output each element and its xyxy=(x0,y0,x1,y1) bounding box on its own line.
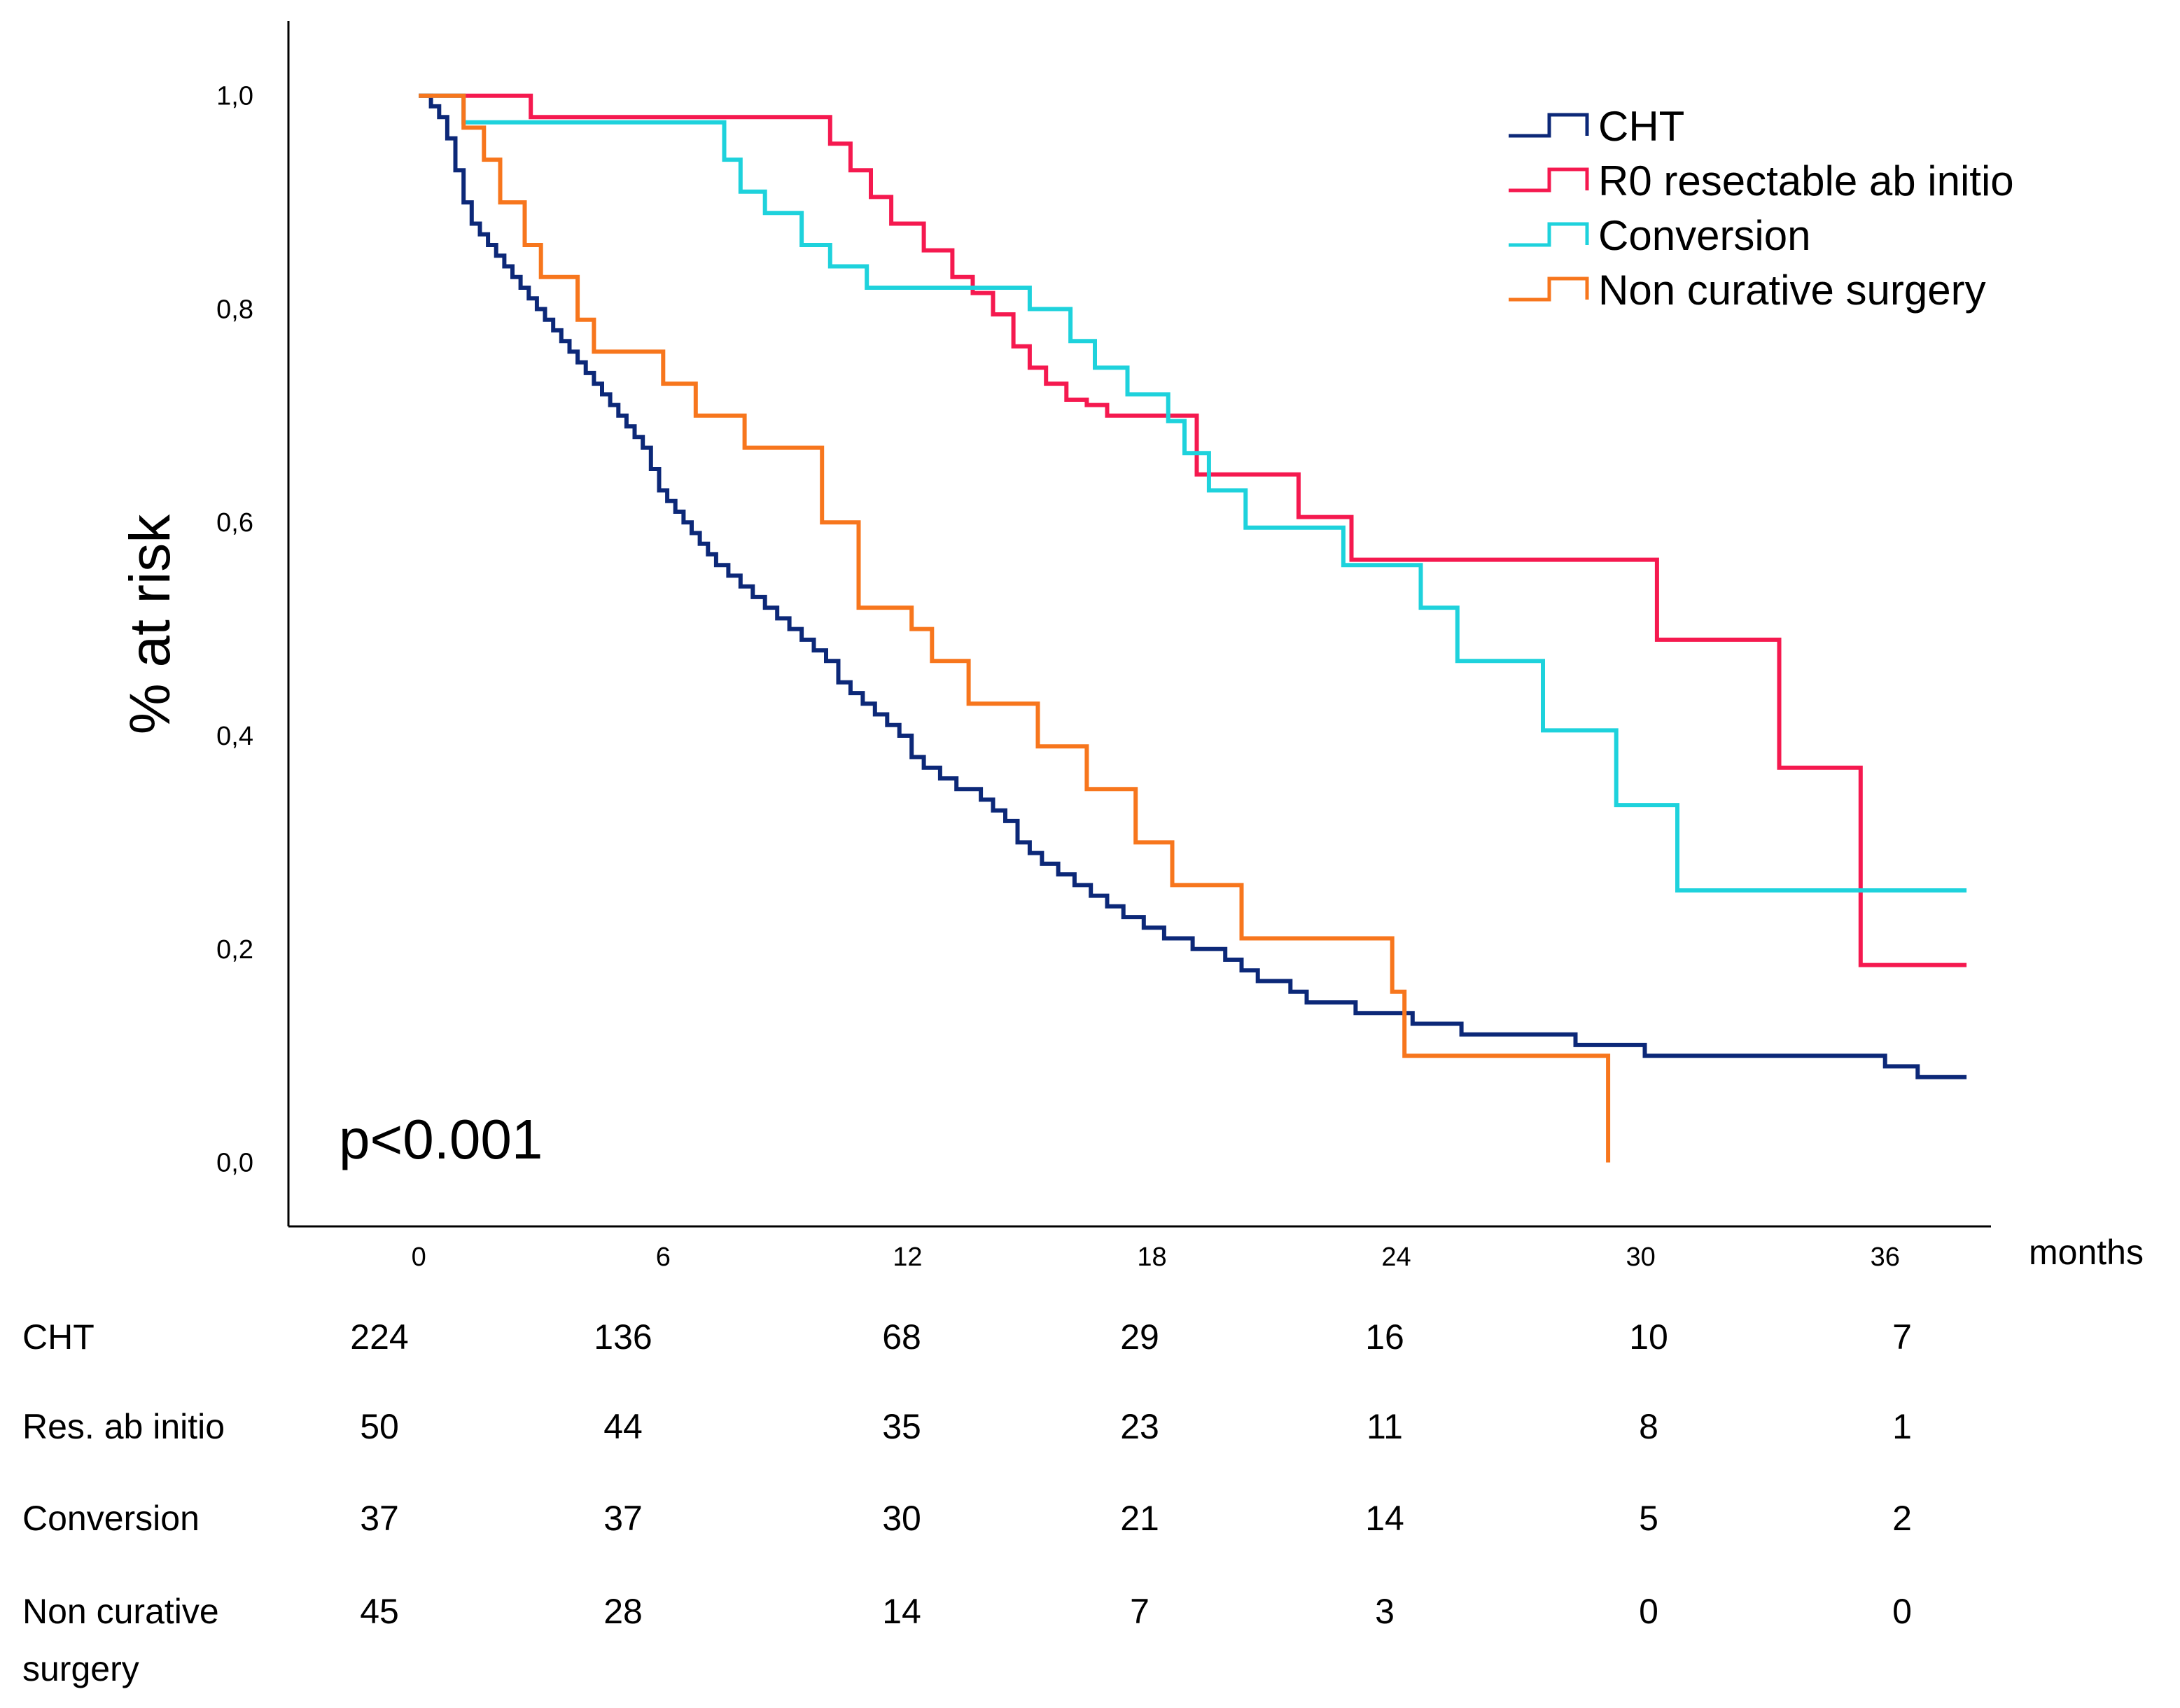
risk-value: 8 xyxy=(1639,1407,1658,1446)
legend-swatch xyxy=(1509,167,1589,192)
risk-value: 5 xyxy=(1639,1499,1658,1538)
risk-value: 2 xyxy=(1892,1499,1912,1538)
x-tick-label: 24 xyxy=(1381,1242,1411,1272)
risk-row-label: CHT xyxy=(22,1317,95,1357)
risk-value: 16 xyxy=(1365,1317,1404,1357)
risk-value: 3 xyxy=(1375,1592,1395,1631)
risk-value: 0 xyxy=(1892,1592,1912,1631)
x-tick-label: 12 xyxy=(893,1242,922,1272)
axes xyxy=(287,21,1991,1228)
y-tick-label: 0,2 xyxy=(216,935,253,965)
risk-value: 7 xyxy=(1892,1317,1912,1357)
risk-value: 11 xyxy=(1367,1407,1403,1446)
legend-swatch xyxy=(1509,113,1589,138)
x-ticks: 0 6 12 18 24 30 36 xyxy=(412,1242,1900,1272)
legend: CHT R0 resectable ab initio Conversion Non … xyxy=(1509,103,2014,314)
y-tick-label: 0,4 xyxy=(216,722,253,751)
risk-value: 30 xyxy=(882,1499,921,1538)
risk-row-label: Non curative surgery xyxy=(22,1592,219,1688)
series-line-non-curative-surgery xyxy=(419,93,1611,1163)
series-line-conversion xyxy=(419,93,1967,892)
risk-row-label: Res. ab initio xyxy=(22,1407,225,1446)
y-tick-label: 0,8 xyxy=(216,295,253,324)
y-tick-label: 0,0 xyxy=(216,1149,253,1178)
risk-value: 35 xyxy=(882,1407,921,1446)
risk-value: 224 xyxy=(350,1317,408,1357)
risk-value: 7 xyxy=(1130,1592,1150,1631)
p-value-annotation: p<0.001 xyxy=(339,1108,543,1170)
legend-swatch xyxy=(1509,222,1589,247)
legend-label: Conversion xyxy=(1598,212,1811,259)
risk-value: 0 xyxy=(1639,1592,1658,1631)
x-tick-label: 0 xyxy=(412,1242,426,1272)
risk-value: 21 xyxy=(1120,1499,1159,1538)
risk-value: 50 xyxy=(360,1407,399,1446)
x-tick-label: 36 xyxy=(1871,1242,1900,1272)
y-tick-label: 1,0 xyxy=(216,82,253,111)
legend-swatch xyxy=(1509,276,1589,302)
x-axis-unit-label: months xyxy=(2029,1233,2144,1272)
legend-label: Non curative surgery xyxy=(1598,267,1986,314)
y-tick-label: 0,6 xyxy=(216,508,253,538)
risk-value: 37 xyxy=(360,1499,399,1538)
risk-value: 37 xyxy=(603,1499,643,1538)
risk-row-label: Conversion xyxy=(22,1499,200,1538)
risk-value: 1 xyxy=(1892,1407,1912,1446)
y-ticks: 0,0 0,2 0,4 0,6 0,8 1,0 xyxy=(216,82,253,1178)
risk-value: 14 xyxy=(1365,1499,1404,1538)
legend-label: R0 resectable ab initio xyxy=(1598,158,2014,204)
risk-value: 14 xyxy=(882,1592,921,1631)
x-tick-label: 6 xyxy=(656,1242,671,1272)
y-axis-label: % at risk xyxy=(118,514,182,734)
risk-value: 45 xyxy=(360,1592,399,1631)
risk-value: 29 xyxy=(1120,1317,1159,1357)
risk-value: 23 xyxy=(1120,1407,1159,1446)
series-group xyxy=(419,93,1967,1163)
risk-value: 28 xyxy=(603,1592,643,1631)
risk-value: 136 xyxy=(594,1317,652,1357)
series-line-r0-resectable-ab-initio xyxy=(419,93,1967,967)
legend-label: CHT xyxy=(1598,103,1684,150)
risk-value: 68 xyxy=(882,1317,921,1357)
series-line-cht xyxy=(419,93,1967,1079)
x-tick-label: 30 xyxy=(1626,1242,1655,1272)
risk-value: 10 xyxy=(1629,1317,1668,1357)
x-tick-label: 18 xyxy=(1137,1242,1166,1272)
risk-value: 44 xyxy=(603,1407,643,1446)
